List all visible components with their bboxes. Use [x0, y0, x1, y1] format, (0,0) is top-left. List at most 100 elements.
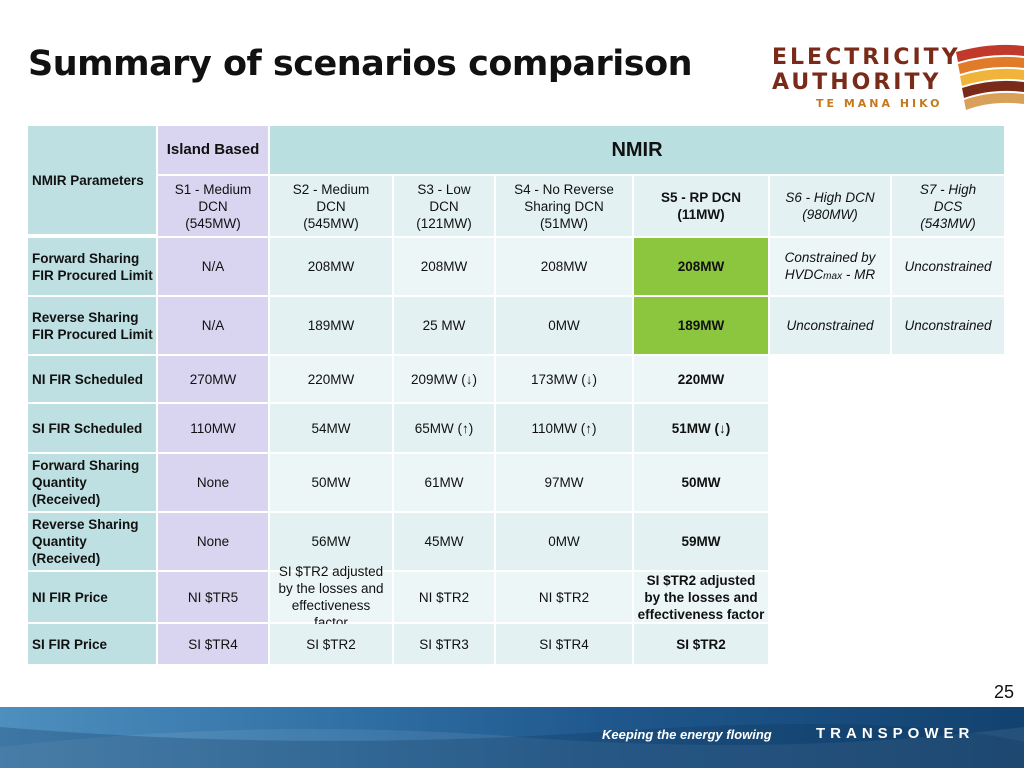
nmir-header: NMIR [270, 126, 1006, 176]
s4-line3: (51MW) [539, 215, 588, 231]
cell-value: SI $TR4 [539, 636, 589, 652]
row-label-si-fir-scheduled: SI FIR Scheduled [28, 404, 158, 454]
table-cell: Constrained by HVDCmax - MR [770, 238, 892, 297]
cell-value: Constrained by HVDC [784, 249, 876, 282]
s3-line1: S3 - Low [417, 181, 471, 197]
table-cell: SI $TR2 adjusted by the losses and effec… [634, 572, 770, 624]
s4-line1: S4 - No Reverse [514, 181, 614, 197]
row-label-text: Forward Sharing FIR Procured Limit [32, 250, 153, 283]
cell-value: 0MW [548, 534, 580, 549]
row-label-si-fir-price: SI FIR Price [28, 624, 158, 666]
s1-line2: DCN [198, 198, 228, 214]
table-cell: 50MW [270, 454, 394, 513]
scenario-header-s6: S6 - High DCN (980MW) [770, 176, 892, 238]
footer-slogan: Keeping the energy flowing [602, 727, 772, 742]
row-label-forward-sharing-quantity: Forward Sharing Quantity (Received) [28, 454, 158, 513]
row-label-text: SI FIR Price [32, 636, 108, 652]
table-cell: NI $TR5 [158, 572, 270, 624]
logo-line2: AUTHORITY [772, 70, 942, 95]
cell-value: N/A [201, 259, 225, 274]
cell-value: NI $TR5 [187, 589, 239, 605]
table-cell: 54MW [270, 404, 394, 454]
table-cell: None [158, 454, 270, 513]
cell-value: 61MW [424, 475, 464, 490]
scenario-header-s4: S4 - No Reverse Sharing DCN (51MW) [496, 176, 634, 238]
nmir-header-text: NMIR [611, 138, 663, 161]
cell-value: Unconstrained [904, 259, 992, 274]
cell-value: 0MW [548, 318, 580, 333]
s7-line1: S7 - High [919, 181, 977, 197]
table-cell: 220MW [634, 356, 770, 404]
cell-value: 54MW [311, 420, 351, 436]
table-cell: SI $TR2 [634, 624, 770, 666]
cell-value: 51MW (↓) [671, 420, 731, 436]
row-label-text: SI FIR Scheduled [32, 420, 143, 436]
cell-value: 110MW (↑) [531, 420, 597, 436]
row-label-reverse-sharing-quantity: Reverse Sharing Quantity (Received) [28, 513, 158, 572]
cell-value: 50MW [311, 475, 351, 490]
table-cell: None [158, 513, 270, 572]
cell-value: N/A [201, 318, 225, 333]
cell-value: 65MW (↑) [414, 420, 474, 436]
scenario-header-s2: S2 - Medium DCN (545MW) [270, 176, 394, 238]
table-cell: 209MW (↓) [394, 356, 496, 404]
table-cell: 97MW [496, 454, 634, 513]
cell-value: Unconstrained [904, 318, 992, 333]
page-title: Summary of scenarios comparison [28, 44, 693, 84]
cell-value: 208MW [540, 259, 588, 274]
param-header-text: NMIR Parameters [32, 172, 144, 188]
table-cell: 45MW [394, 513, 496, 572]
table-cell: 56MW [270, 513, 394, 572]
cell-value: 56MW [311, 534, 351, 549]
scenario-header-s5: S5 - RP DCN (11MW) [634, 176, 770, 238]
table-cell: SI $TR4 [158, 624, 270, 666]
table-cell: Unconstrained [770, 297, 892, 356]
s7-line2: DCS [933, 198, 963, 214]
cell-value: 50MW [681, 475, 721, 490]
table-cell: 0MW [496, 297, 634, 356]
s1-line1: S1 - Medium [174, 181, 252, 197]
s3-line2: DCN [429, 198, 459, 214]
table-cell: 173MW (↓) [496, 356, 634, 404]
logo-line1: ELECTRICITY [772, 45, 961, 70]
s1-line3: (545MW) [185, 215, 241, 231]
table-cell-highlight: 189MW [634, 297, 770, 356]
table-cell: 270MW [158, 356, 270, 404]
scenario-header-s1: S1 - Medium DCN (545MW) [158, 176, 270, 238]
table-cell: SI $TR2 adjusted by the losses and effec… [270, 564, 394, 630]
logo-tagline: TE MANA HIKO [816, 97, 943, 110]
cell-value: 45MW [424, 534, 464, 549]
cell-value: 110MW [190, 420, 236, 436]
s2-line1: S2 - Medium [292, 181, 370, 197]
table-cell: 208MW [496, 238, 634, 297]
row-label-text: Reverse Sharing Quantity (Received) [32, 517, 139, 566]
island-header-text: Island Based [166, 141, 260, 158]
cell-value: 173MW (↓) [530, 371, 597, 387]
table-cell: N/A [158, 238, 270, 297]
table-cell: 208MW [394, 238, 496, 297]
cell-value: 208MW [307, 259, 355, 274]
cell-value: 220MW [677, 371, 725, 387]
table-cell: 110MW (↑) [496, 404, 634, 454]
cell-value: None [196, 475, 230, 490]
s7-line3: (543MW) [920, 215, 976, 231]
cell-value: SI $TR3 [419, 636, 469, 652]
table-cell: NI $TR2 [394, 572, 496, 624]
cell-value-tail: - MR [845, 266, 876, 282]
s6-line1: S6 - High DCN [785, 190, 875, 205]
cell-value: 189MW [307, 318, 355, 333]
cell-value: SI $TR2 [306, 636, 356, 652]
row-label-text: NI FIR Scheduled [32, 371, 144, 387]
table-cell: 50MW [634, 454, 770, 513]
cell-value: 25 MW [422, 318, 466, 333]
cell-value: 209MW (↓) [410, 371, 477, 387]
transpower-logo: TRANSPOWER [816, 725, 975, 742]
row-label-reverse-sharing-fir: Reverse Sharing FIR Procured Limit [28, 297, 158, 356]
cell-value: 59MW [681, 534, 721, 549]
footer-wave-graphic [0, 724, 1024, 768]
row-label-ni-fir-scheduled: NI FIR Scheduled [28, 356, 158, 404]
cell-value: NI $TR2 [418, 589, 470, 605]
cell-value: 208MW [420, 259, 468, 274]
s4-line2: Sharing DCN [524, 198, 604, 214]
cell-value: 189MW [677, 318, 725, 333]
